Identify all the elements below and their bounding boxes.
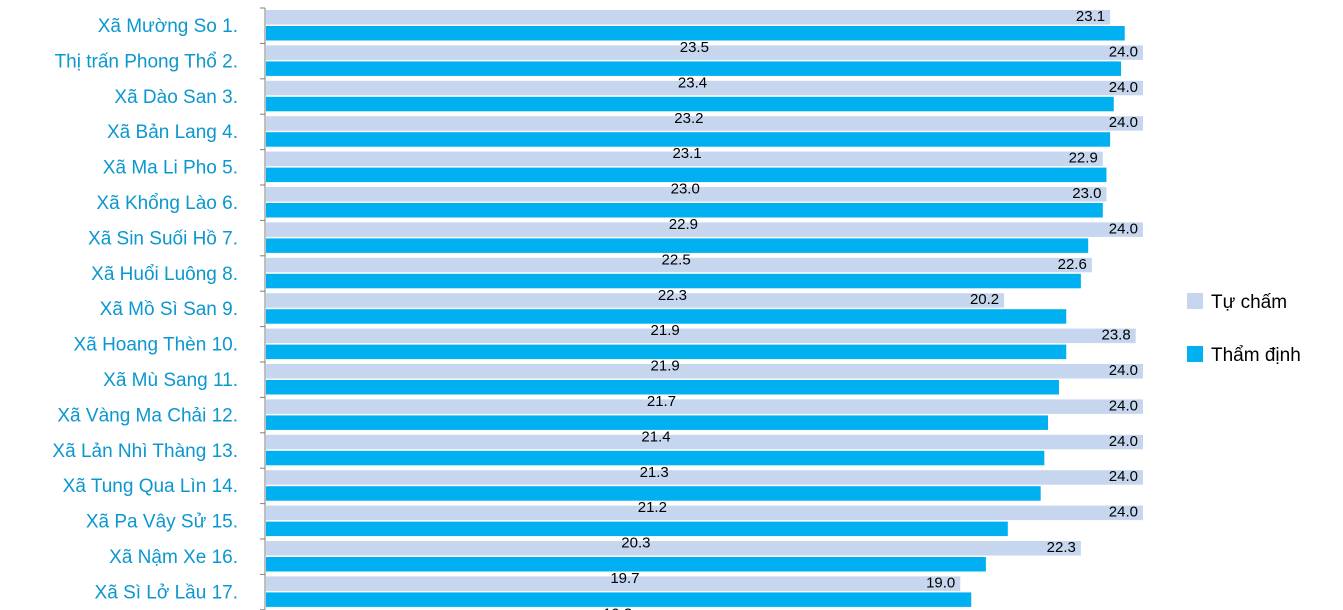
value-label-tu-cham: 24.0 bbox=[1109, 43, 1138, 60]
category-label: Xã Dào San 3. bbox=[114, 87, 238, 108]
value-label-tham-dinh: 21.4 bbox=[641, 428, 670, 445]
bar-tu-cham bbox=[266, 470, 1143, 485]
value-label-tham-dinh: 21.2 bbox=[638, 499, 667, 516]
value-label-tham-dinh: 21.7 bbox=[647, 393, 676, 410]
category-label: Xã Pa Vây Sử 15. bbox=[86, 512, 238, 533]
legend-label-tu-cham: Tự chấm bbox=[1211, 292, 1287, 313]
category-label: Xã Mường So 1. bbox=[98, 16, 238, 37]
bar-tham-dinh bbox=[266, 26, 1125, 41]
value-label-tham-dinh: 21.3 bbox=[640, 464, 669, 481]
value-label-tu-cham: 23.8 bbox=[1101, 327, 1130, 344]
bar-tu-cham bbox=[266, 293, 1005, 308]
category-label: Xã Hoang Thèn 10. bbox=[74, 335, 238, 356]
value-label-tham-dinh: 23.4 bbox=[678, 74, 707, 91]
category-label: Thị trấn Phong Thổ 2. bbox=[55, 51, 238, 72]
category-label: Xã Khổng Lào 6. bbox=[96, 193, 238, 214]
bar-tu-cham bbox=[266, 45, 1143, 60]
bar-tu-cham bbox=[266, 541, 1081, 556]
value-label-tu-cham: 24.0 bbox=[1109, 114, 1138, 131]
value-label-tu-cham: 22.3 bbox=[1047, 539, 1076, 556]
bar-tu-cham bbox=[266, 222, 1143, 237]
legend-label-tham-dinh: Thẩm định bbox=[1211, 345, 1301, 366]
bar-tham-dinh bbox=[266, 167, 1107, 183]
bar-tham-dinh bbox=[266, 450, 1045, 466]
bar-tu-cham bbox=[266, 151, 1103, 167]
value-label-tu-cham: 24.0 bbox=[1109, 362, 1138, 379]
value-label-tham-dinh: 22.9 bbox=[669, 216, 698, 233]
bar-tham-dinh bbox=[266, 380, 1059, 395]
category-label: Xã Mù Sang 11. bbox=[103, 370, 238, 391]
bar-tham-dinh bbox=[266, 238, 1089, 253]
legend: Tự chấm Thẩm định bbox=[1187, 292, 1301, 366]
bar-tham-dinh bbox=[266, 61, 1122, 76]
legend-swatch-tu-cham bbox=[1187, 293, 1203, 309]
bar-tu-cham bbox=[266, 80, 1143, 96]
bar-tham-dinh bbox=[266, 486, 1041, 501]
value-label-tu-cham: 24.0 bbox=[1109, 397, 1138, 414]
value-label-tu-cham: 24.0 bbox=[1109, 504, 1138, 521]
bar-tu-cham bbox=[266, 328, 1136, 344]
category-label: Xã Vàng Ma Chải 12. bbox=[57, 405, 238, 426]
category-label: Xã Sì Lở Lầu 17. bbox=[95, 582, 238, 603]
bar-tham-dinh bbox=[266, 592, 972, 607]
value-label-tham-dinh: 19.3 bbox=[603, 605, 632, 610]
value-label-tham-dinh: 23.0 bbox=[671, 181, 700, 198]
bar-tu-cham bbox=[266, 364, 1143, 379]
bar-tham-dinh bbox=[266, 309, 1067, 324]
value-label-tham-dinh: 19.7 bbox=[610, 570, 639, 587]
category-label: Xã Huổi Luông 8. bbox=[91, 264, 238, 285]
value-label-tu-cham: 24.0 bbox=[1109, 433, 1138, 450]
value-label-tham-dinh: 23.5 bbox=[680, 39, 709, 56]
value-label-tham-dinh: 23.2 bbox=[674, 110, 703, 127]
bar-tham-dinh bbox=[266, 344, 1067, 360]
value-label-tu-cham: 23.0 bbox=[1072, 185, 1101, 202]
bar-tu-cham bbox=[266, 116, 1143, 131]
value-label-tu-cham: 24.0 bbox=[1109, 220, 1138, 237]
bar-tu-cham bbox=[266, 187, 1107, 202]
category-label: Xã Mồ Sì San 9. bbox=[100, 299, 238, 320]
category-label: Xã Sin Suối Hồ 7. bbox=[88, 228, 238, 249]
value-label-tham-dinh: 23.1 bbox=[672, 145, 701, 162]
value-label-tu-cham: 23.1 bbox=[1076, 8, 1105, 25]
value-label-tu-cham: 24.0 bbox=[1109, 79, 1138, 96]
category-label: Xã Ma Li Pho 5. bbox=[103, 158, 238, 179]
category-label: Xã Lản Nhì Thàng 13. bbox=[52, 441, 238, 462]
bar-tham-dinh bbox=[266, 203, 1103, 218]
bar-tham-dinh bbox=[266, 273, 1081, 289]
bar-tu-cham bbox=[266, 10, 1111, 25]
legend-swatch-tham-dinh bbox=[1187, 346, 1203, 362]
bar-tham-dinh bbox=[266, 96, 1114, 112]
bar-tu-cham bbox=[266, 505, 1143, 521]
category-label: Xã Nậm Xe 16. bbox=[109, 547, 238, 568]
value-label-tham-dinh: 22.3 bbox=[658, 287, 687, 304]
value-label-tu-cham: 22.6 bbox=[1058, 256, 1087, 273]
axis-layer bbox=[260, 7, 266, 610]
category-labels-layer: Xã Mường So 1. Thị trấn Phong Thổ 2. Xã Dà… bbox=[52, 16, 238, 603]
category-label: Xã Tung Qua Lìn 14. bbox=[63, 476, 238, 497]
bar-tham-dinh bbox=[266, 521, 1008, 537]
category-label: Xã Bản Lang 4. bbox=[107, 122, 238, 143]
value-label-tham-dinh: 22.5 bbox=[661, 251, 690, 268]
bar-tu-cham bbox=[266, 434, 1143, 450]
value-label-tham-dinh: 21.9 bbox=[651, 358, 680, 375]
value-label-tu-cham: 19.0 bbox=[926, 574, 955, 591]
value-label-tham-dinh: 20.3 bbox=[621, 535, 650, 552]
bars-layer bbox=[266, 10, 1143, 607]
value-label-tu-cham: 22.9 bbox=[1069, 150, 1098, 167]
bar-tu-cham bbox=[266, 576, 961, 591]
bar-tham-dinh bbox=[266, 132, 1111, 147]
value-label-tu-cham: 20.2 bbox=[970, 291, 999, 308]
bar-tham-dinh bbox=[266, 415, 1048, 430]
bar-tu-cham bbox=[266, 399, 1143, 414]
bar-tu-cham bbox=[266, 257, 1092, 273]
value-label-tu-cham: 24.0 bbox=[1109, 468, 1138, 485]
bar-tham-dinh bbox=[266, 557, 986, 572]
value-label-tham-dinh: 21.9 bbox=[651, 322, 680, 339]
value-labels-layer: 23.1 23.5 24.0 23.4 24.0 23.2 24.0 23.1 22.9 23.0… bbox=[603, 8, 1138, 610]
